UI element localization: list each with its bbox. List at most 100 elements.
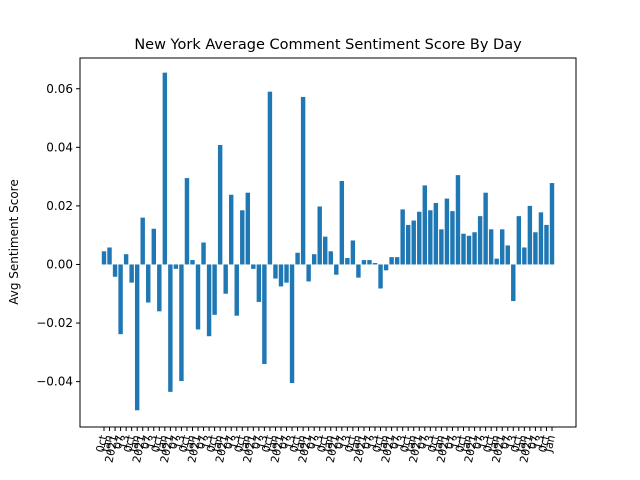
bar (234, 264, 239, 316)
bar (477, 216, 483, 265)
x-tick-label: 0ct (426, 433, 442, 453)
bar (151, 228, 156, 265)
bar (505, 245, 510, 265)
bar (538, 212, 544, 265)
x-tick-label: Jan (320, 434, 336, 454)
x-tick-label: 07 (360, 434, 376, 450)
x-tick-label: Jan (265, 434, 281, 454)
bar (256, 264, 262, 302)
y-tick-label: 0.00 (46, 257, 73, 271)
bar (361, 260, 367, 265)
bar (461, 233, 466, 265)
bar (350, 240, 356, 265)
x-tick-label: 0ct (260, 433, 276, 453)
bar (146, 264, 151, 303)
chart-title: New York Average Comment Sentiment Score… (134, 37, 522, 53)
bar (345, 258, 350, 265)
bar (123, 254, 129, 265)
bar (107, 247, 112, 265)
x-tick-label: 13 (421, 434, 437, 450)
bar (295, 252, 300, 265)
x-tick-label: 0ct (343, 433, 359, 453)
x-tick-label: 13 (199, 434, 215, 450)
y-tick-label: −0.02 (36, 316, 73, 330)
bar (217, 144, 223, 265)
x-tick-label: 0ct (287, 433, 303, 453)
x-tick-label: 2021 (268, 434, 287, 464)
x-tick-label: 13 (116, 434, 132, 450)
bar (201, 242, 206, 265)
bar (251, 264, 256, 269)
bar (300, 96, 306, 265)
x-tick-label: 2021 (517, 434, 536, 464)
bar (500, 229, 505, 265)
x-tick-label: 07 (249, 434, 265, 450)
bar (311, 254, 317, 265)
plot-frame (79, 57, 577, 428)
bar (273, 264, 278, 279)
x-tick-label: 13 (144, 434, 160, 450)
bar (267, 91, 273, 265)
x-tick-label: 0ct (232, 433, 248, 453)
x-tick-label: 07 (498, 434, 514, 450)
x-tick-label: Jan (486, 434, 502, 454)
x-tick-label: 07 (332, 434, 348, 450)
y-axis: −0.04 −0.02 0.00 0.02 0.04 0.06 (36, 82, 80, 389)
bar (389, 257, 394, 265)
x-tick-label: 0ct (398, 433, 414, 453)
bar (516, 216, 522, 265)
bar (455, 175, 461, 265)
y-tick-label: 0.04 (46, 140, 73, 154)
x-tick-label: 13 (227, 434, 243, 450)
bar (289, 264, 295, 384)
x-tick-label: Jan (237, 434, 253, 454)
y-tick-label: 0.02 (46, 199, 73, 213)
bar (101, 251, 107, 265)
bar (212, 264, 217, 315)
x-tick-label: Jan (458, 434, 474, 454)
bar (118, 264, 123, 335)
bar (334, 264, 339, 275)
x-tick-label: 2021 (351, 434, 370, 464)
x-tick-label: 2021 (241, 434, 260, 464)
bar (527, 205, 533, 265)
bar (229, 194, 234, 265)
bar (317, 206, 322, 265)
bar (411, 220, 416, 265)
bar (472, 232, 477, 265)
x-tick-label: 0ct (315, 433, 331, 453)
bar (466, 235, 472, 265)
x-tick-label: 0ct (121, 433, 137, 453)
x-tick-label: 07 (387, 434, 403, 450)
x-tick-label: 2021 (130, 434, 149, 464)
x-tick-label: 07 (526, 434, 542, 450)
x-tick-label: 07 (194, 434, 210, 450)
x-tick-label: 13 (393, 434, 409, 450)
x-tick-label: Jan (348, 434, 364, 454)
x-tick-label: Jan (376, 434, 392, 454)
x-tick-label: Jan (154, 434, 170, 454)
bar (378, 264, 383, 289)
x-tick-label: Jan (431, 434, 447, 454)
x-tick-label: 2021 (462, 434, 481, 464)
x-tick-label: Jan (293, 434, 309, 454)
x-tick-label: 13 (476, 434, 492, 450)
bar (168, 264, 173, 392)
bar (405, 224, 411, 265)
bar (372, 263, 378, 265)
bar (206, 264, 212, 337)
bar (511, 264, 516, 302)
x-tick-label: 2021 (102, 434, 121, 464)
x-tick-label: 07 (443, 434, 459, 450)
x-axis: 0ctJan202107130ctJan202107130ctJan202107… (94, 427, 558, 464)
bar (179, 264, 184, 382)
bar (549, 183, 555, 265)
x-tick-label: 13 (338, 434, 354, 450)
bar (356, 264, 361, 278)
x-tick-label: 13 (310, 434, 326, 450)
x-tick-label: 07 (277, 434, 293, 450)
x-tick-label: 07 (111, 434, 127, 450)
x-tick-label: 0ct (149, 433, 165, 453)
bar (533, 232, 538, 265)
